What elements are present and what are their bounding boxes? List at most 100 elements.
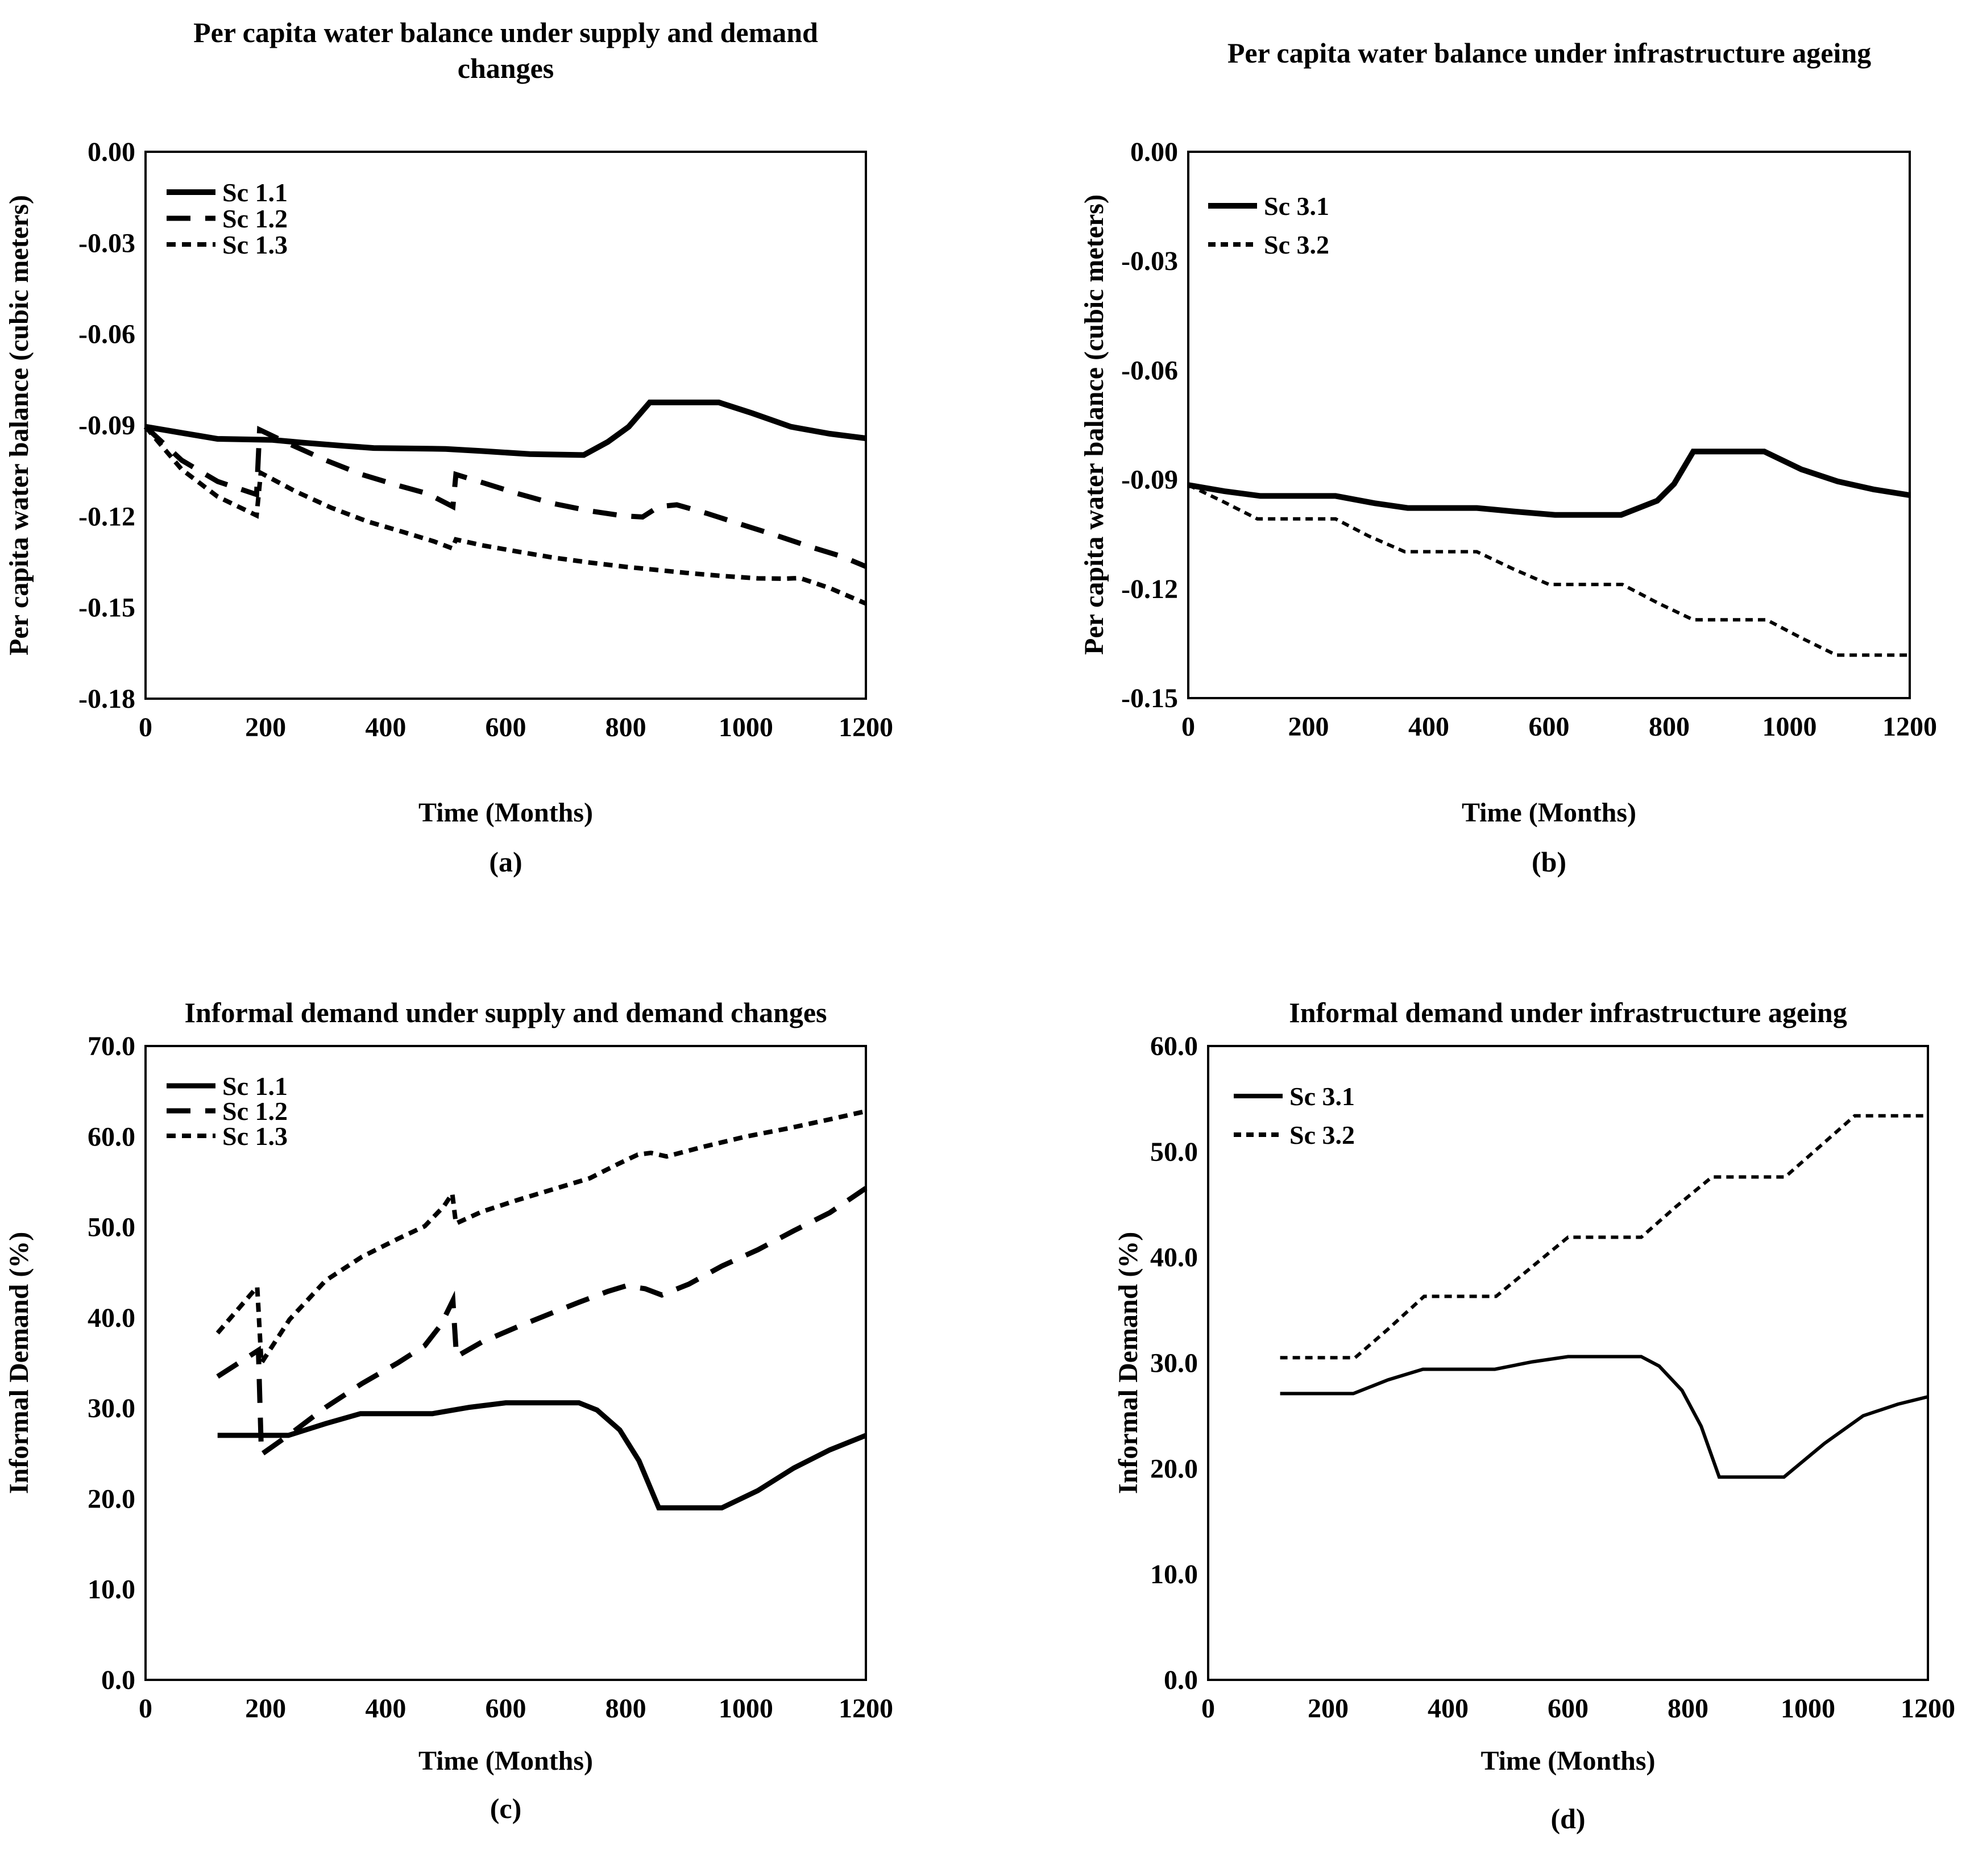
- chart-title-a-line1: Per capita water balance under supply an…: [193, 16, 818, 48]
- y-tick-label: -0.06: [1121, 355, 1178, 385]
- series-line-sc-1.2: [216, 1186, 868, 1459]
- x-tick-label: 200: [1288, 712, 1329, 742]
- chart-canvas-d: 60.0 50.0 40.0 30.0 20.0 10.0 0.00 200 400 600 800…: [1150, 1031, 1955, 1724]
- y-tick-label: -0.09: [78, 410, 135, 441]
- caption-d: (d): [1550, 1803, 1586, 1835]
- x-tick-label: 400: [1428, 1694, 1469, 1724]
- series-line-sc-1.2: [143, 425, 867, 569]
- caption-a: (a): [489, 846, 522, 878]
- y-tick-label: 20.0: [88, 1484, 135, 1514]
- x-tick-label: 400: [365, 1694, 406, 1724]
- x-tick-label: 800: [605, 712, 646, 742]
- y-tick-label: 30.0: [88, 1393, 135, 1423]
- x-tick-label: 400: [1408, 712, 1449, 742]
- x-tick-label: 800: [605, 1694, 646, 1724]
- series-line-sc-3.2: [1280, 1114, 1928, 1360]
- x-tick-label: 1200: [1901, 1694, 1955, 1724]
- y-tick-label: 40.0: [1150, 1243, 1198, 1273]
- series-line-sc-1.3: [215, 1109, 866, 1370]
- y-tick-label: -0.03: [1121, 246, 1178, 276]
- x-axis-title-c: Time (Months): [418, 1746, 594, 1776]
- panel-b: Per capita water balance under infrastru…: [985, 0, 1970, 938]
- chart-title-b: Per capita water balance under infrastru…: [1188, 35, 1910, 71]
- y-tick-label: 0.0: [1164, 1665, 1198, 1695]
- legend-label: Sc 1.1: [222, 178, 288, 207]
- x-tick-label: 0: [139, 712, 152, 742]
- y-tick-label: -0.12: [78, 501, 135, 532]
- x-tick-label: 1000: [719, 1694, 773, 1724]
- x-axis-title-b: Time (Months): [1461, 798, 1637, 828]
- x-tick-label: 200: [1308, 1694, 1349, 1724]
- x-tick-label: 0: [1201, 1694, 1215, 1724]
- x-tick-label: 600: [1529, 712, 1570, 742]
- y-tick-label: 30.0: [1150, 1348, 1198, 1379]
- series-line-sc-3.1: [1188, 449, 1910, 518]
- chart-canvas-c: 70.0 60.0 50.0 40.0 30.0 20.0 10.0 0.00 200 400 60…: [88, 1031, 893, 1724]
- chart-title-a: Per capita water balance under supply an…: [146, 15, 866, 86]
- y-tick-label: 70.0: [88, 1031, 135, 1061]
- x-tick-label: 200: [245, 712, 286, 742]
- x-tick-label: 600: [486, 1694, 526, 1724]
- y-tick-label: -0.18: [78, 684, 135, 714]
- panel-c: Informal demand under supply and demand …: [0, 938, 995, 1876]
- y-tick-label: -0.15: [78, 593, 135, 623]
- y-tick-label: -0.15: [1121, 683, 1178, 713]
- x-tick-label: 200: [245, 1694, 286, 1724]
- y-tick-label: 40.0: [88, 1303, 135, 1333]
- chart-title-d-line1: Informal demand under infrastructure age…: [1289, 997, 1847, 1028]
- y-tick-label: 10.0: [88, 1575, 135, 1605]
- chart-title-b-line1: Per capita water balance under infrastru…: [1227, 37, 1872, 69]
- legend-label: Sc 1.3: [222, 230, 288, 259]
- chart-title-a-line2: changes: [457, 52, 554, 84]
- y-tick-label: 60.0: [88, 1122, 135, 1152]
- x-tick-label: 1200: [839, 1694, 893, 1724]
- x-tick-label: 600: [1548, 1694, 1589, 1724]
- legend-label: Sc 1.3: [222, 1122, 288, 1151]
- y-tick-label: -0.12: [1121, 574, 1178, 604]
- y-tick-label: -0.03: [78, 228, 135, 258]
- y-tick-label: -0.06: [78, 319, 135, 350]
- y-tick-label: -0.09: [1121, 465, 1178, 495]
- y-tick-label: 0.00: [88, 137, 135, 167]
- caption-b: (b): [1531, 846, 1567, 878]
- x-tick-label: 800: [1649, 712, 1690, 742]
- chart-title-c-line1: Informal demand under supply and demand …: [184, 997, 827, 1028]
- y-tick-label: 50.0: [1150, 1137, 1198, 1167]
- series-line-sc-3.2: [1187, 483, 1910, 657]
- series-line-sc-1.1: [217, 1400, 867, 1510]
- chart-canvas-b: 0.00 -0.03 -0.06 -0.09 -0.12 -0.150 200 400 600 8…: [1121, 137, 1937, 742]
- y-tick-label: 60.0: [1150, 1031, 1198, 1061]
- chart-canvas-a: 0.00 -0.03 -0.06 -0.09 -0.12 -0.15 -0.180 200 40…: [78, 137, 893, 742]
- x-axis-title-d: Time (Months): [1480, 1746, 1656, 1776]
- chart-title-d: Informal demand under infrastructure age…: [1208, 995, 1928, 1031]
- y-tick-label: 0.0: [101, 1665, 135, 1695]
- x-tick-label: 1200: [1882, 712, 1937, 742]
- plot-frame: [144, 151, 867, 700]
- legend-label: Sc 3.1: [1289, 1082, 1355, 1111]
- x-tick-label: 400: [365, 712, 406, 742]
- plot-frame: [1187, 151, 1911, 699]
- legend-label: Sc 1.2: [222, 1097, 288, 1126]
- y-tick-label: 0.00: [1130, 137, 1178, 167]
- y-tick-label: 50.0: [88, 1213, 135, 1243]
- plot-frame: [1207, 1045, 1929, 1681]
- caption-c: (c): [490, 1792, 522, 1824]
- y-tick-label: 20.0: [1150, 1454, 1198, 1484]
- legend-label: Sc 1.1: [222, 1072, 288, 1101]
- panel-d: Informal demand under infrastructure age…: [985, 938, 1970, 1876]
- x-tick-label: 1000: [1762, 712, 1817, 742]
- x-tick-label: 600: [486, 712, 526, 742]
- x-tick-label: 1000: [1781, 1694, 1835, 1724]
- chart-title-c: Informal demand under supply and demand …: [146, 995, 866, 1031]
- x-axis-title-a: Time (Months): [418, 798, 594, 828]
- legend-label: Sc 3.2: [1264, 230, 1329, 259]
- series-line-sc-3.1: [1280, 1355, 1928, 1479]
- series-line-sc-1.1: [145, 399, 866, 458]
- x-tick-label: 0: [1181, 712, 1195, 742]
- legend-label: Sc 3.2: [1289, 1120, 1355, 1149]
- x-tick-label: 0: [139, 1694, 152, 1724]
- y-tick-label: 10.0: [1150, 1559, 1198, 1589]
- legend-label: Sc 3.1: [1264, 192, 1329, 221]
- legend-label: Sc 1.2: [222, 204, 288, 233]
